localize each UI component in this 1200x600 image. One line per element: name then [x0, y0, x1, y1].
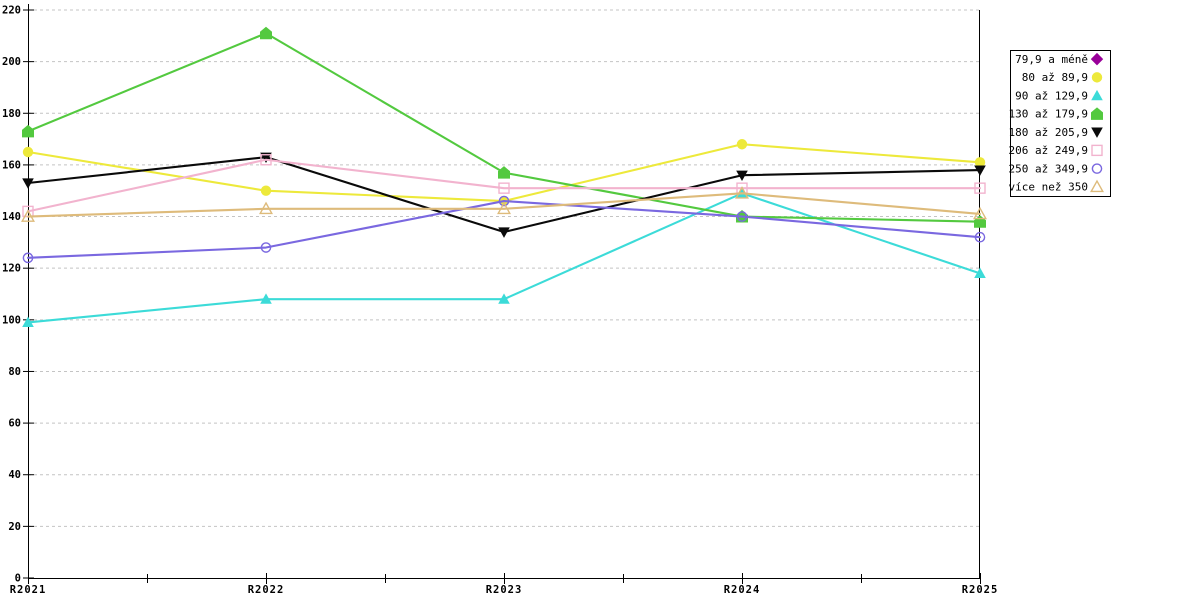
legend-marker-icon	[1091, 72, 1103, 83]
data-point	[498, 182, 510, 194]
data-point	[498, 166, 510, 179]
data-point	[22, 124, 34, 138]
series-line-5	[26, 158, 982, 213]
series-line-6	[26, 200, 982, 259]
legend-item-label: více než 350	[1009, 181, 1088, 194]
x-tick-label: R2021	[10, 584, 47, 596]
data-point	[260, 242, 272, 253]
y-tick-label: 140	[2, 211, 21, 223]
y-tick-label: 100	[2, 314, 21, 326]
data-point	[497, 201, 511, 215]
y-tick-label: 160	[2, 159, 21, 171]
data-point	[735, 186, 749, 199]
y-tick-label: 60	[8, 418, 21, 430]
data-point	[22, 252, 34, 264]
data-point	[498, 293, 510, 304]
legend-item-label: 206 až 249,9	[1009, 144, 1088, 157]
x-tick-label: R2024	[724, 584, 761, 596]
legend-marker-icon	[1091, 107, 1103, 120]
legend-marker-icon	[1091, 89, 1103, 101]
data-point	[22, 316, 34, 327]
y-tick-label: 200	[2, 56, 21, 68]
legend-item-label: 130 až 179,9	[1009, 108, 1088, 121]
y-tick-label: 220	[2, 5, 21, 17]
data-point	[974, 267, 986, 278]
data-point	[259, 201, 273, 215]
legend-item-label: 250 až 349,9	[1009, 162, 1088, 175]
data-point	[498, 227, 510, 238]
y-tick-label: 120	[2, 263, 21, 275]
legend-marker-icon	[1091, 127, 1103, 138]
y-tick-label: 0	[15, 573, 21, 585]
data-point	[22, 178, 34, 189]
data-point	[260, 26, 272, 40]
data-point	[736, 170, 748, 182]
data-point	[974, 182, 986, 194]
data-point	[260, 154, 272, 166]
data-point	[974, 165, 986, 176]
data-point	[260, 185, 272, 196]
y-tick-label: 20	[8, 521, 21, 533]
y-tick-label: 180	[2, 108, 21, 120]
legend-marker-icon	[1091, 144, 1103, 157]
data-point	[974, 231, 986, 243]
y-tick-label: 40	[8, 469, 21, 481]
data-point	[974, 157, 986, 168]
data-point	[736, 211, 748, 222]
legend-marker-icon	[1090, 179, 1104, 193]
data-point	[973, 206, 987, 220]
x-tick-label: R2025	[962, 584, 999, 596]
x-tick-label: R2023	[486, 584, 523, 596]
legend-marker-icon	[1091, 163, 1103, 174]
series-line-7	[26, 192, 982, 218]
x-tick-label: R2022	[248, 584, 285, 596]
data-point	[21, 209, 35, 222]
legend-marker-icon	[1090, 52, 1104, 66]
data-point	[22, 146, 34, 158]
legend-item-label: 80 až 89,9	[1022, 71, 1088, 84]
legend-item-label: 180 až 205,9	[1009, 126, 1088, 139]
y-tick-label: 80	[8, 366, 21, 378]
data-point	[498, 195, 510, 207]
data-point	[260, 293, 272, 304]
data-point	[736, 139, 748, 150]
legend-item-label: 90 až 129,9	[1015, 89, 1088, 102]
legend-item-label: 79,9 a méně	[1015, 53, 1088, 66]
